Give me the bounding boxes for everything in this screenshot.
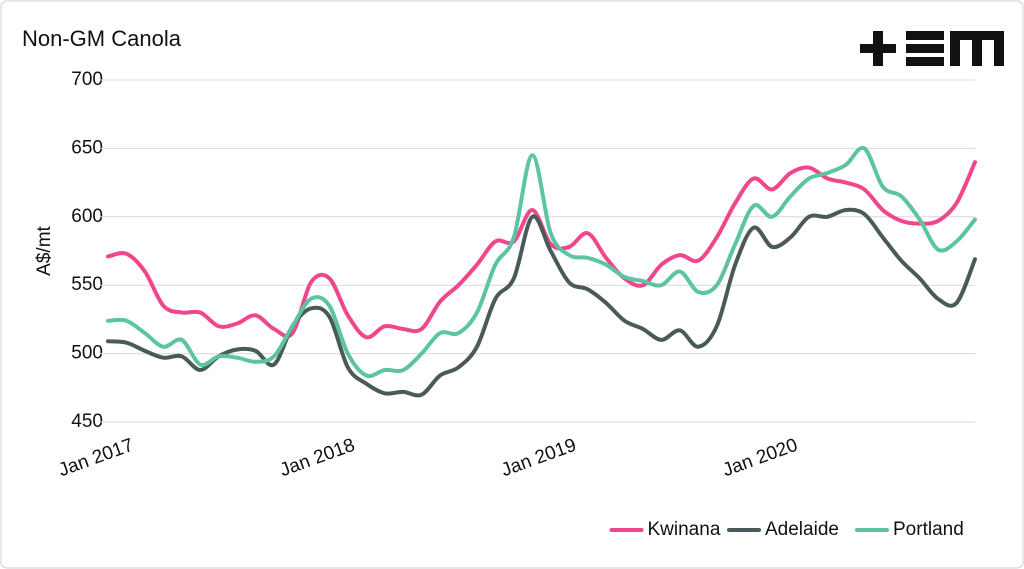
legend-label: Portland [893,519,964,540]
line-series [106,207,977,398]
legend-label: Adelaide [765,519,839,540]
y-tick-label: 700 [71,69,103,90]
line-series [106,145,977,379]
y-tick-label: 550 [71,274,103,295]
y-tick-label: 650 [71,137,103,158]
chart-title: Non-GM Canola [22,26,182,51]
legend-label: Kwinana [648,519,721,540]
y-tick-label: 600 [71,206,103,227]
y-tick-label: 500 [71,343,103,364]
y-tick-label: 450 [71,411,103,432]
logo [860,31,1004,66]
y-axis-label: A$/mt [34,225,55,275]
